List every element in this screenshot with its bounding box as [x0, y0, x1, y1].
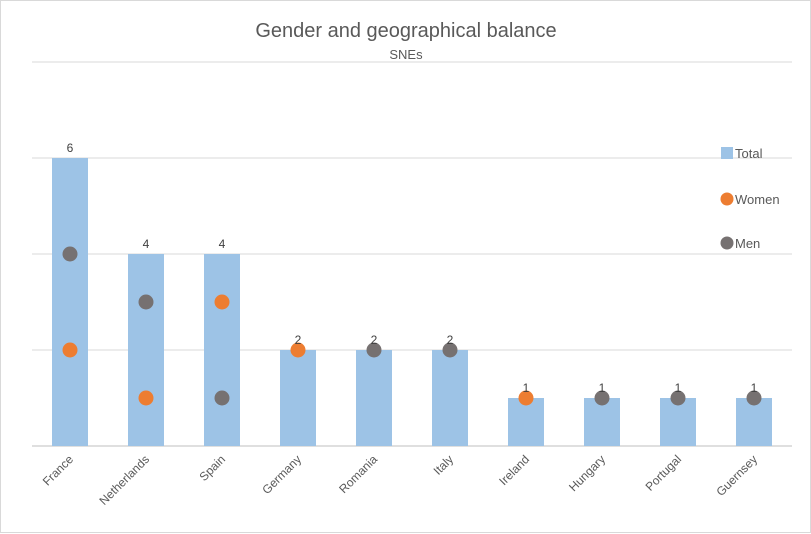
legend-swatch-men [720, 236, 734, 250]
data-labels: 6 4 4 2 2 2 1 1 1 1 [67, 141, 758, 395]
legend-swatch-total [721, 147, 733, 159]
women-marker-ireland [518, 390, 534, 406]
bar-hungary [584, 398, 620, 446]
x-tick-hungary: Hungary [566, 452, 608, 494]
bar-spain [204, 254, 240, 446]
data-label-france: 6 [67, 141, 74, 155]
x-tick-france: France [40, 452, 77, 489]
data-label-germany: 2 [295, 333, 302, 347]
x-tick-labels: France Netherlands Spain Germany Romania Ital… [40, 452, 760, 508]
bar-italy [432, 350, 468, 446]
men-marker-spain [214, 390, 230, 406]
data-label-portugal: 1 [675, 381, 682, 395]
bar-germany [280, 350, 316, 446]
men-marker-portugal [670, 390, 686, 406]
men-marker-guernsey [746, 390, 762, 406]
data-label-netherlands: 4 [143, 237, 150, 251]
men-marker-netherlands [138, 294, 154, 310]
x-tick-spain: Spain [197, 452, 229, 484]
chart-subtitle: SNEs [389, 47, 423, 62]
bar-guernsey [736, 398, 772, 446]
bar-romania [356, 350, 392, 446]
men-marker-italy [442, 342, 458, 358]
x-tick-italy: Italy [431, 452, 456, 477]
men-marker-romania [366, 342, 382, 358]
legend-label-men: Men [735, 236, 760, 251]
men-marker-france [62, 246, 78, 262]
chart-title: Gender and geographical balance [255, 20, 556, 42]
women-marker-france [62, 342, 78, 358]
bar-netherlands [128, 254, 164, 446]
legend-swatch-women [720, 192, 734, 206]
bar-france [52, 158, 88, 446]
bar-ireland [508, 398, 544, 446]
x-tick-ireland: Ireland [496, 452, 532, 488]
data-label-spain: 4 [219, 237, 226, 251]
x-tick-netherlands: Netherlands [96, 452, 152, 508]
bars [52, 158, 772, 446]
women-marker-netherlands [138, 390, 154, 406]
women-marker-germany [290, 342, 306, 358]
legend-label-women: Women [735, 192, 780, 207]
data-label-ireland: 1 [523, 381, 530, 395]
men-marker-hungary [594, 390, 610, 406]
markers [62, 246, 762, 406]
x-tick-romania: Romania [336, 452, 380, 496]
data-label-hungary: 1 [599, 381, 606, 395]
data-label-guernsey: 1 [751, 381, 758, 395]
x-tick-guernsey: Guernsey [713, 452, 760, 499]
women-marker-spain [214, 294, 230, 310]
x-tick-germany: Germany [259, 452, 304, 497]
data-label-italy: 2 [447, 333, 454, 347]
legend-label-total: Total [735, 146, 763, 161]
data-label-romania: 2 [371, 333, 378, 347]
x-tick-portugal: Portugal [643, 452, 685, 494]
bar-portugal [660, 398, 696, 446]
legend: Total Women Men [720, 146, 780, 251]
